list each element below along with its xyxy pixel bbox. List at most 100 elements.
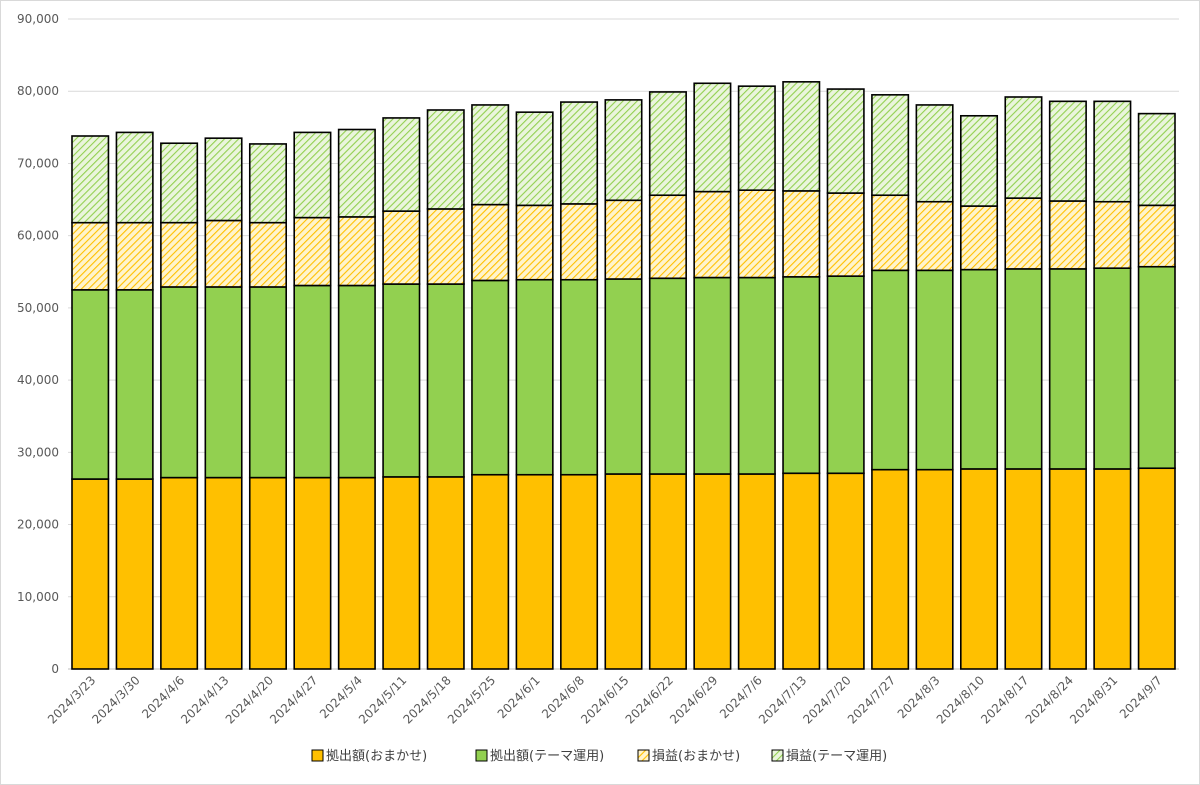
bar-segment-series-2 [648,277,687,475]
bar-segment-series-4 [115,131,154,224]
bar-stack [1137,112,1176,670]
y-tick-label: 30,000 [17,445,59,459]
legend-item: 拠出額(テーマ運用) [475,749,604,764]
bar-stack [71,135,110,670]
bar-segment-series-2 [515,278,554,476]
bar-segment-series-1 [293,476,332,670]
bar-segment-series-2 [1093,267,1132,470]
bar-stack [871,94,910,670]
bar-segment-series-3 [648,194,687,280]
bar-stack [204,137,243,670]
bar-stack [560,101,599,670]
bar-stack [959,114,999,670]
bar-segment-series-2 [71,289,110,480]
bar-segment-series-3 [1137,204,1176,268]
bar-segment-series-3 [71,221,110,291]
y-axis-tick-labels: 0 10,000 20,000 30,000 40,000 50,000 60,000 70,… [17,12,59,676]
y-tick-label: 60,000 [17,229,59,243]
bar-segment-series-2 [560,278,599,476]
legend-swatch [475,749,488,762]
bar-segment-series-2 [693,276,732,475]
bar-segment-series-4 [204,137,243,222]
bar-segment-series-4 [293,131,332,219]
bar-segment-series-1 [426,476,465,670]
bar-stack [1004,96,1043,670]
bar-segment-series-2 [959,268,999,470]
bar-stack [337,128,376,670]
bar-segment-series-4 [560,101,599,205]
bar-segment-series-3 [160,221,199,288]
bar-segment-series-1 [204,476,243,670]
bar-stack [826,88,865,670]
bar-stack [293,131,332,670]
legend-swatch [311,749,324,762]
bar-segment-series-2 [782,276,821,475]
bar-segment-series-2 [160,286,199,479]
bar-stack [515,111,554,670]
bar-segment-series-2 [1048,268,1087,470]
bar-segment-series-2 [337,284,376,479]
bar-segment-series-2 [248,286,287,479]
bar-segment-series-1 [115,478,154,670]
bar-segment-series-3 [604,199,643,280]
bar-segment-series-4 [382,117,421,212]
bar-stack [115,131,154,670]
bar-segment-series-1 [871,468,910,670]
bar-segment-series-1 [337,476,376,670]
bar-segment-series-4 [648,91,687,197]
bar-segment-series-1 [1137,467,1176,670]
bar-segment-series-1 [782,472,821,670]
bar-segment-series-4 [248,143,287,224]
bar-segment-series-3 [560,203,599,281]
bar-segment-series-4 [1093,100,1132,203]
legend-label: 損益(テーマ運用) [786,749,887,764]
bar-segment-series-3 [248,221,287,288]
bar-stack [471,104,510,670]
bar-segment-series-4 [426,109,465,210]
bar-stack [737,85,776,670]
bar-segment-series-3 [782,190,821,278]
bar-segment-series-1 [959,468,999,670]
bar-segment-series-3 [382,210,421,285]
bar-segment-series-4 [915,104,954,203]
bar-segment-series-1 [160,476,199,670]
bar-segment-series-2 [871,269,910,471]
bar-stack [1048,100,1087,670]
x-tick-label: 2024/3/30 [89,673,142,726]
bar-segment-series-2 [293,284,332,479]
x-tick-label: 2024/6/1 [495,673,543,721]
bar-segment-series-3 [1093,200,1132,269]
bar-stack [160,142,199,670]
bar-segment-series-1 [471,473,510,670]
legend-item: 損益(おまかせ) [637,749,740,764]
bar-segment-series-3 [293,216,332,287]
bar-segment-series-4 [782,81,821,192]
legend-item: 拠出額(おまかせ) [311,749,427,764]
bar-segment-series-1 [915,468,954,670]
bar-segment-series-3 [737,189,776,279]
bar-segment-series-4 [737,85,776,191]
bar-stack [426,109,465,670]
legend: 拠出額(おまかせ) 拠出額(テーマ運用) 損益(おまかせ) 損益(テーマ運用) [311,749,887,764]
bar-segment-series-4 [826,88,865,194]
y-tick-label: 70,000 [17,156,59,170]
bar-segment-series-4 [515,111,554,207]
x-tick-label: 2024/7/27 [845,673,898,726]
bar-segment-series-2 [115,289,154,480]
bar-segment-series-3 [826,192,865,277]
bar-segment-series-3 [915,200,954,272]
bar-segment-series-4 [1137,112,1176,207]
bar-segment-series-2 [426,283,465,478]
y-tick-label: 80,000 [17,84,59,98]
bar-stack [693,82,732,670]
bar-stack [604,99,643,670]
bar-stack [915,104,954,670]
bar-stack [248,143,287,670]
bar-segment-series-3 [471,203,510,282]
y-tick-label: 50,000 [17,301,59,315]
bar-segment-series-3 [204,219,243,288]
x-tick-label: 2024/8/31 [1067,673,1120,726]
bar-segment-series-2 [737,276,776,475]
bar-segment-series-4 [604,99,643,202]
